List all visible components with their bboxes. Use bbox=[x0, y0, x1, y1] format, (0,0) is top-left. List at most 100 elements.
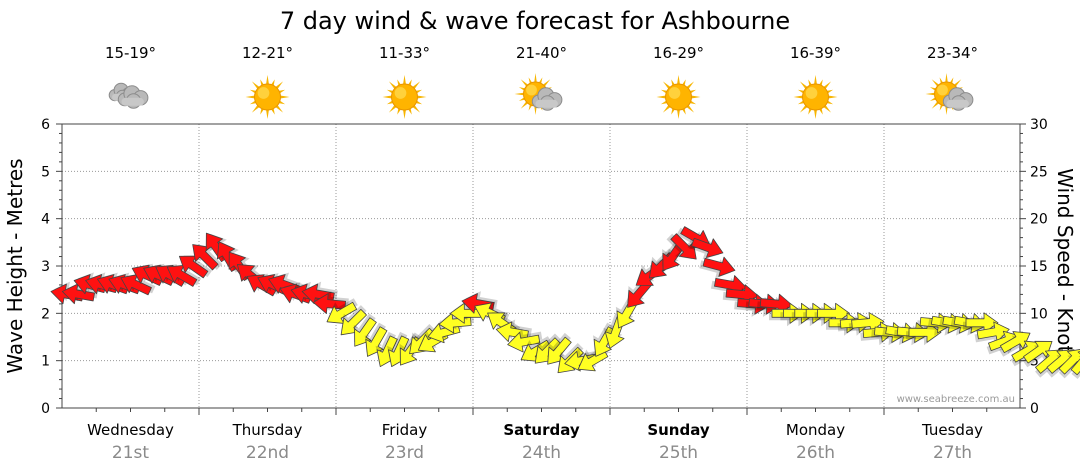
day-name-label: Saturday bbox=[503, 421, 580, 439]
sunny-icon bbox=[382, 75, 427, 119]
y-tick-label: 3 bbox=[41, 259, 50, 275]
wind-arrow bbox=[1058, 348, 1080, 379]
sun-ray bbox=[514, 92, 525, 96]
wind-arrow-body bbox=[1023, 340, 1053, 364]
y2-tick-label: 10 bbox=[1030, 306, 1048, 322]
sun-ray bbox=[416, 95, 427, 99]
sunny-icon bbox=[245, 75, 290, 119]
temperature-range: 15-19° bbox=[105, 44, 156, 62]
chart-title: 7 day wind & wave forecast for Ashbourne bbox=[280, 7, 790, 35]
wind-arrow-body bbox=[1058, 348, 1080, 375]
day-name-label: Thursday bbox=[232, 421, 303, 439]
left-axis-label: Wave Height - Metres bbox=[3, 158, 27, 373]
right-axis-label: Wind Speed - Knots bbox=[1053, 168, 1077, 364]
cloud-base bbox=[535, 99, 558, 108]
wind-arrow-body bbox=[365, 326, 388, 357]
day-name-label: Tuesday bbox=[921, 421, 983, 439]
sunny-icon bbox=[793, 75, 838, 119]
wind-arrow bbox=[699, 256, 736, 279]
y2-tick-label: 5 bbox=[1030, 354, 1039, 370]
wind-arrows bbox=[50, 226, 1080, 379]
partly-cloudy-icon bbox=[514, 73, 563, 115]
sun-ray bbox=[945, 73, 948, 84]
sun-ray bbox=[245, 95, 256, 99]
day-date-label: 22nd bbox=[246, 443, 289, 463]
day-name-label: Sunday bbox=[647, 421, 710, 439]
day-date-label: 24th bbox=[522, 443, 561, 463]
sun-ray bbox=[827, 95, 838, 99]
sun-ray bbox=[279, 95, 290, 99]
wind-arrow-body bbox=[507, 331, 541, 353]
sun-ray bbox=[925, 92, 936, 96]
cloud-base bbox=[121, 97, 144, 106]
wind-arrow-body bbox=[354, 317, 377, 347]
sun-highlight bbox=[394, 87, 407, 99]
partly-cloudy-icon bbox=[925, 73, 974, 115]
wind-arrow bbox=[166, 264, 201, 287]
plot-frame bbox=[61, 123, 1021, 409]
temperature-range: 11-33° bbox=[379, 44, 430, 62]
wind-arrow bbox=[364, 322, 388, 357]
day-name-label: Wednesday bbox=[87, 421, 174, 439]
sun-highlight bbox=[526, 84, 537, 96]
y-tick-label: 1 bbox=[41, 354, 50, 370]
day-date-label: 23rd bbox=[385, 443, 424, 463]
temperature-range: 21-40° bbox=[516, 44, 567, 62]
day-date-label: 27th bbox=[933, 443, 972, 463]
temperature-range: 16-39° bbox=[790, 44, 841, 62]
wind-arrow bbox=[687, 237, 724, 260]
y2-tick-label: 20 bbox=[1030, 212, 1048, 228]
y-tick-label: 4 bbox=[41, 212, 50, 228]
cloud-base bbox=[946, 99, 969, 108]
sun-ray bbox=[690, 95, 701, 99]
sun-highlight bbox=[937, 84, 948, 96]
wind-arrow-body bbox=[143, 264, 175, 286]
sun-ray bbox=[793, 95, 804, 99]
wind-arrow bbox=[312, 290, 349, 315]
sun-ray bbox=[813, 108, 818, 119]
wind-arrow-body bbox=[999, 331, 1031, 354]
cloud-shape bbox=[117, 85, 149, 109]
sun-ray bbox=[265, 75, 270, 86]
temperature-range: 12-21° bbox=[242, 44, 293, 62]
day-date-label: 25th bbox=[659, 443, 698, 463]
sun-highlight bbox=[805, 87, 818, 99]
watermark: www.seabreeze.com.au bbox=[897, 394, 1015, 405]
sunny-icon bbox=[656, 75, 701, 119]
day-labels: Wednesday 21st Thursday 22nd Friday 23rd Satur… bbox=[87, 408, 988, 463]
wind-arrow bbox=[353, 313, 377, 347]
y2-tick-label: 25 bbox=[1030, 164, 1048, 180]
wind-arrow-body bbox=[577, 349, 609, 372]
y-tick-label: 6 bbox=[41, 117, 50, 133]
sun-ray bbox=[402, 75, 407, 86]
cloud-shape bbox=[531, 87, 563, 111]
sun-ray bbox=[265, 108, 270, 119]
temperature-range: 16-29° bbox=[653, 44, 704, 62]
y-tick-label: 0 bbox=[41, 401, 50, 417]
sun-ray bbox=[676, 75, 681, 86]
wind-arrow-body bbox=[312, 293, 346, 315]
wind-arrow bbox=[1070, 347, 1080, 379]
wind-arrow-body bbox=[691, 237, 724, 258]
cloud-shape bbox=[942, 87, 974, 111]
cloudy-icon bbox=[108, 82, 149, 109]
y2-tick-label: 30 bbox=[1030, 117, 1048, 133]
day-date-label: 26th bbox=[796, 443, 835, 463]
y-tick-label: 5 bbox=[41, 164, 50, 180]
y-tick-label: 2 bbox=[41, 306, 50, 322]
sun-ray bbox=[382, 95, 393, 99]
left-axis-ticks: 0 1 2 3 4 5 6 bbox=[41, 117, 62, 417]
day-name-label: Monday bbox=[786, 421, 845, 439]
y2-tick-label: 0 bbox=[1030, 401, 1039, 417]
right-axis-ticks: 0 5 10 15 20 25 30 bbox=[1020, 117, 1048, 417]
wind-arrow-body bbox=[702, 256, 736, 277]
sun-highlight bbox=[257, 87, 270, 99]
temperature-range: 23-34° bbox=[927, 44, 978, 62]
day-date-label: 21st bbox=[112, 443, 149, 463]
sun-highlight bbox=[668, 87, 681, 99]
sun-ray bbox=[813, 75, 818, 86]
sun-ray bbox=[402, 108, 407, 119]
grid-lines bbox=[62, 124, 1020, 408]
wind-arrow bbox=[1022, 340, 1053, 368]
